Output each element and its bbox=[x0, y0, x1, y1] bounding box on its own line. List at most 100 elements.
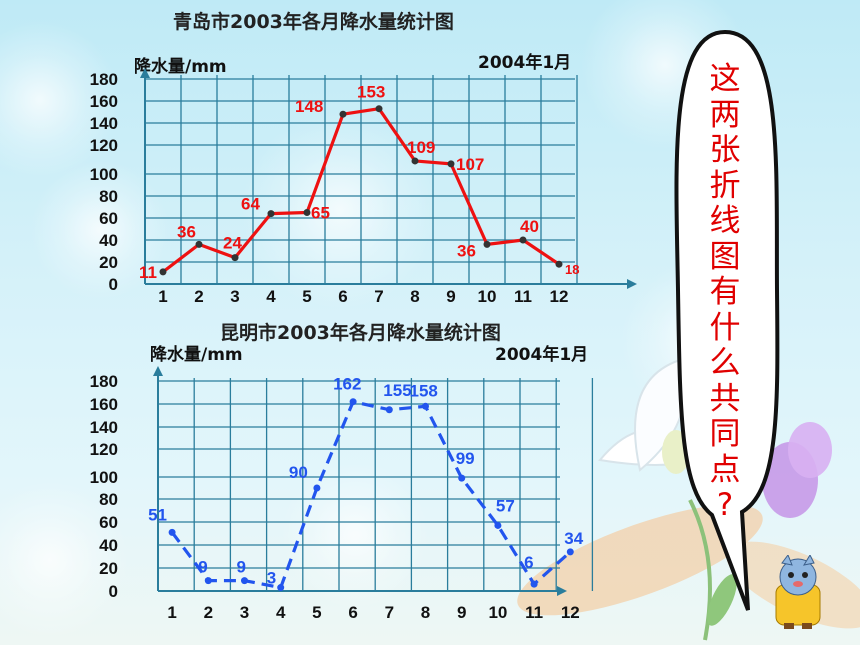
y-tick-label: 100 bbox=[90, 468, 118, 487]
x-tick-label: 8 bbox=[410, 287, 419, 306]
x-tick-label: 9 bbox=[457, 603, 466, 622]
x-tick-label: 5 bbox=[312, 603, 321, 622]
y-tick-label: 0 bbox=[109, 275, 118, 294]
data-label: 11 bbox=[139, 263, 157, 282]
data-label: 109 bbox=[407, 138, 435, 157]
x-tick-label: 6 bbox=[338, 287, 347, 306]
date-label-qingdao: 2004年1月 bbox=[478, 53, 572, 73]
data-label: 3 bbox=[267, 569, 276, 588]
y-tick-label: 160 bbox=[90, 92, 118, 111]
data-point bbox=[204, 577, 212, 585]
date-label-kunming: 2004年1月 bbox=[495, 345, 589, 365]
data-label: 51 bbox=[148, 505, 167, 524]
chart-title-qingdao: 青岛市2003年各月降水量统计图 bbox=[173, 11, 454, 33]
data-label: 36 bbox=[177, 222, 196, 241]
sparkle-decoration bbox=[0, 480, 130, 640]
y-axis-label-qingdao: 降水量/mm bbox=[134, 57, 227, 77]
data-point bbox=[385, 406, 393, 414]
x-tick-label: 12 bbox=[561, 603, 580, 622]
x-tick-label: 10 bbox=[478, 287, 497, 306]
bubble-char: 图 bbox=[709, 238, 741, 275]
sparkle-decoration bbox=[30, 160, 170, 300]
data-label: 36 bbox=[457, 241, 476, 260]
data-point bbox=[313, 484, 321, 492]
y-tick-label: 140 bbox=[90, 114, 118, 133]
y-tick-label: 100 bbox=[90, 165, 118, 184]
data-label: 107 bbox=[456, 155, 484, 174]
y-tick-label: 80 bbox=[99, 187, 118, 206]
y-tick-label: 180 bbox=[90, 70, 118, 89]
x-axis-arrow bbox=[557, 586, 567, 596]
data-point bbox=[349, 398, 357, 406]
sparkle-decoration bbox=[280, 460, 430, 610]
x-tick-label: 1 bbox=[158, 287, 167, 306]
x-axis-arrow bbox=[627, 279, 637, 289]
x-tick-label: 7 bbox=[385, 603, 394, 622]
data-point bbox=[566, 548, 574, 556]
bubble-char: 么 bbox=[709, 345, 741, 381]
y-tick-label: 60 bbox=[99, 209, 118, 228]
y-tick-label: 120 bbox=[90, 136, 118, 155]
x-tick-label: 10 bbox=[488, 603, 507, 622]
x-tick-label: 3 bbox=[230, 287, 239, 306]
x-tick-label: 2 bbox=[194, 287, 203, 306]
data-label: 18 bbox=[565, 262, 579, 277]
x-tick-label: 7 bbox=[374, 287, 383, 306]
data-label: 64 bbox=[241, 195, 260, 214]
data-point bbox=[241, 577, 248, 585]
data-label: 148 bbox=[295, 97, 323, 116]
bubble-char: 什 bbox=[709, 309, 741, 346]
data-label: 99 bbox=[456, 449, 475, 468]
y-tick-label: 60 bbox=[99, 513, 118, 532]
y-tick-label: 40 bbox=[99, 536, 118, 555]
data-point bbox=[267, 210, 275, 218]
y-tick-label: 120 bbox=[90, 440, 118, 459]
y-axis-label-kunming: 降水量/mm bbox=[150, 345, 243, 365]
x-tick-label: 9 bbox=[446, 287, 455, 306]
y-tick-label: 180 bbox=[90, 372, 118, 391]
data-point bbox=[447, 160, 455, 168]
bubble-char: 同 bbox=[709, 416, 741, 452]
y-tick-label: 140 bbox=[90, 418, 118, 437]
x-tick-label: 1 bbox=[167, 603, 176, 622]
data-label: 153 bbox=[357, 83, 385, 102]
x-tick-label: 12 bbox=[550, 287, 569, 306]
data-label: 24 bbox=[223, 234, 242, 253]
cat-mascot-icon bbox=[775, 555, 821, 629]
data-point bbox=[519, 236, 527, 244]
bubble-char: 点 bbox=[709, 451, 741, 488]
x-tick-label: 8 bbox=[421, 603, 430, 622]
data-point bbox=[375, 105, 383, 113]
bubble-char: ? bbox=[716, 487, 734, 523]
x-tick-label: 6 bbox=[348, 603, 357, 622]
data-label: 9 bbox=[237, 558, 246, 577]
bubble-char: 两 bbox=[709, 96, 741, 133]
bubble-char: 折 bbox=[709, 167, 741, 204]
data-label: 158 bbox=[410, 381, 438, 400]
bubble-char: 张 bbox=[709, 132, 741, 168]
y-tick-label: 160 bbox=[90, 395, 118, 414]
y-tick-label: 40 bbox=[99, 231, 118, 250]
x-tick-label: 5 bbox=[302, 287, 311, 306]
y-tick-label: 20 bbox=[99, 253, 118, 272]
data-label: 155 bbox=[383, 381, 411, 400]
data-label: 162 bbox=[333, 375, 361, 394]
y-axis-arrow bbox=[140, 68, 150, 78]
bubble-char: 共 bbox=[709, 380, 741, 417]
bubble-char: 线 bbox=[709, 203, 741, 239]
data-point bbox=[303, 209, 311, 216]
data-label: 57 bbox=[496, 496, 515, 515]
speech-bubble-text: 这两张折线图有什么共同点? bbox=[705, 61, 745, 524]
data-label: 90 bbox=[289, 463, 308, 482]
data-point bbox=[422, 402, 429, 410]
x-tick-label: 4 bbox=[276, 603, 286, 622]
y-tick-label: 0 bbox=[109, 582, 118, 601]
series-line bbox=[170, 400, 572, 590]
series-line bbox=[162, 107, 560, 274]
y-tick-label: 80 bbox=[99, 490, 118, 509]
data-point bbox=[159, 268, 167, 276]
x-tick-label: 4 bbox=[266, 287, 276, 306]
